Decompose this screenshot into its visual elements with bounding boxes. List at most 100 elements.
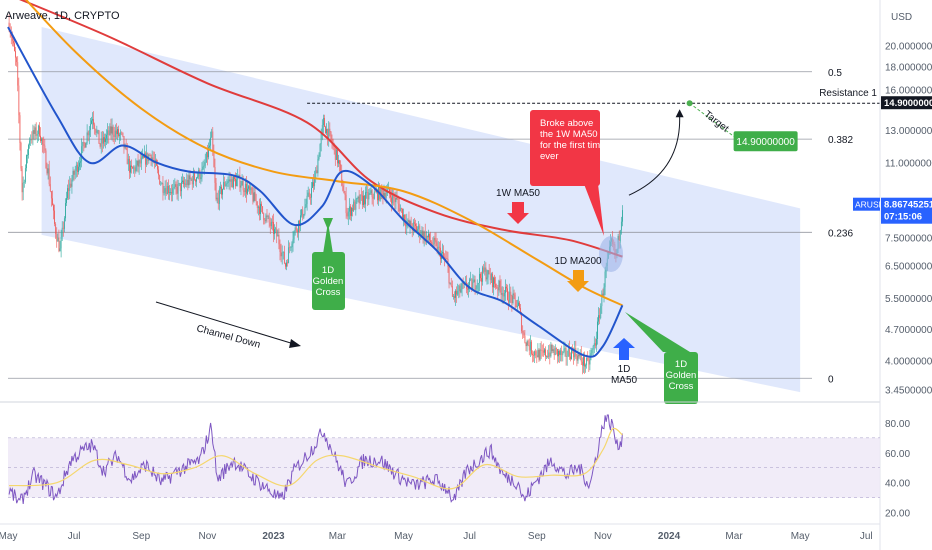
candle-body (223, 181, 225, 189)
price-axis[interactable]: 20.00000000 18.00000000 16.00000000 13.0000… (885, 42, 932, 397)
candle-body (483, 267, 485, 272)
candle-body (570, 356, 571, 360)
candle-body (176, 186, 178, 194)
candle (371, 188, 373, 205)
candle (177, 180, 179, 201)
candle-body (138, 160, 140, 167)
candle-body (512, 293, 514, 303)
price-tick-label: 7.50000000 (885, 233, 932, 244)
candle-body (370, 190, 372, 194)
candle (59, 240, 61, 252)
candle-body (433, 237, 435, 245)
candle (516, 299, 518, 310)
candle-body (501, 293, 503, 295)
rsi-axis[interactable]: 80.00 60.00 40.00 20.00 (885, 419, 910, 520)
candle-body (391, 197, 392, 204)
candle (23, 179, 25, 188)
candle-body (557, 349, 558, 357)
golden-cross-1-text-line: 1D (322, 265, 334, 276)
candle (558, 348, 559, 363)
candle-body (23, 182, 25, 183)
candle (547, 349, 549, 359)
candle-body (389, 188, 390, 195)
candle-body (237, 176, 239, 180)
candle (372, 193, 374, 207)
candle-body (187, 179, 189, 186)
candle (479, 267, 480, 292)
time-axis[interactable]: May Jul Sep Nov 2023 Mar May Jul Sep Nov 2024 Mar Ma… (0, 531, 873, 542)
candle-body (135, 165, 137, 172)
candle-body (432, 243, 434, 245)
candle-body (290, 247, 292, 248)
label-1d-ma50-line: 1D (618, 364, 631, 375)
candle (603, 283, 605, 303)
candle (458, 284, 460, 299)
candle-body (313, 182, 314, 187)
candle-body (527, 341, 529, 346)
candle (247, 182, 248, 196)
candle (18, 77, 20, 124)
candle-body (169, 192, 170, 194)
candle (94, 122, 96, 135)
candle (505, 279, 506, 301)
candle-body (190, 178, 192, 180)
candle (81, 138, 83, 168)
candle (251, 186, 253, 195)
candle-body (622, 210, 623, 222)
candle-body (114, 130, 116, 138)
candle (469, 277, 471, 293)
candle-body (618, 235, 620, 241)
candle (22, 176, 24, 201)
candle-body (241, 180, 243, 186)
candle-body (410, 221, 412, 228)
candle (66, 191, 67, 207)
candle (526, 339, 528, 352)
candle-body (549, 352, 551, 357)
candle (79, 156, 80, 171)
candle (344, 191, 346, 201)
candle (226, 179, 228, 190)
candle (525, 342, 527, 352)
candle-body (277, 234, 279, 237)
candle-body (342, 185, 344, 191)
candle-body (151, 157, 153, 161)
candle (328, 121, 330, 147)
candle (58, 229, 60, 253)
golden-cross-1-box (312, 252, 345, 310)
candle (325, 125, 326, 134)
candle (345, 187, 347, 219)
candle (220, 181, 221, 195)
candle-body (445, 258, 447, 259)
candle-body (69, 183, 71, 191)
candle-body (46, 168, 48, 174)
candle (131, 159, 132, 174)
time-tick-label: Nov (594, 531, 612, 542)
candle-body (289, 247, 291, 248)
candle-body (573, 350, 575, 358)
candle (512, 286, 514, 305)
candle-body (394, 198, 396, 203)
candle (589, 349, 591, 371)
candle-body (218, 188, 220, 204)
candle (54, 204, 55, 227)
rsi-tick-label: 60.00 (885, 449, 910, 460)
candle-body (534, 351, 536, 356)
candle (412, 219, 414, 236)
candle-body (35, 127, 37, 136)
candle (601, 290, 603, 314)
candle-body (516, 305, 518, 308)
candle-body (539, 349, 541, 360)
price-tick-label: 4.70000000 (885, 325, 932, 336)
candle-body (50, 191, 52, 199)
candle-body (359, 194, 361, 204)
candle (538, 348, 540, 362)
candle (55, 222, 57, 239)
candle-body (580, 354, 582, 362)
candle-body (285, 263, 286, 267)
candle-body (356, 198, 358, 200)
candle-body (137, 160, 139, 167)
candle-body (96, 130, 98, 133)
candle (306, 189, 308, 211)
candle-body (545, 349, 546, 357)
